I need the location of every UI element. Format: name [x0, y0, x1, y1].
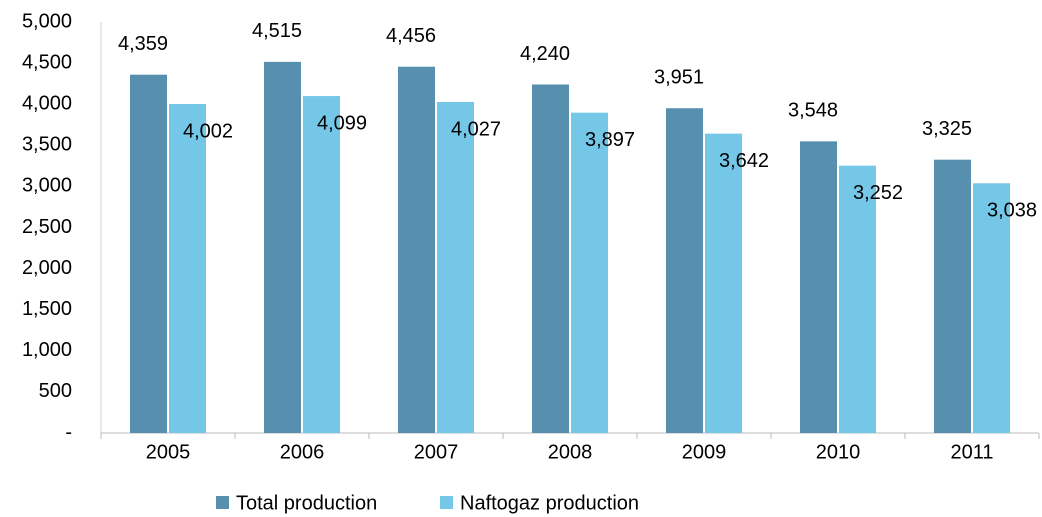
y-tick-label: 3,000	[22, 175, 72, 197]
y-tick-label: 1,000	[22, 339, 72, 361]
y-tick-label: 4,000	[22, 92, 72, 114]
bar	[666, 108, 703, 434]
x-tick-label: 2008	[548, 441, 593, 463]
data-label: 4,456	[386, 25, 436, 47]
y-tick-label: 3,500	[22, 134, 72, 156]
bar	[169, 104, 206, 434]
x-tick-label: 2007	[414, 441, 459, 463]
legend-label: Total production	[236, 492, 377, 514]
bar	[973, 183, 1010, 433]
y-tick-label: 4,500	[22, 51, 72, 73]
data-label: 4,359	[118, 33, 168, 55]
data-label: 4,002	[183, 120, 233, 142]
bar	[437, 101, 474, 434]
y-tick-label: 2,000	[22, 257, 72, 279]
x-tick-label: 2009	[682, 441, 727, 463]
bar	[130, 74, 167, 434]
data-label: 4,027	[451, 118, 501, 140]
y-tick-label: 5,000	[22, 10, 72, 32]
data-label: 3,252	[853, 182, 903, 204]
bar	[398, 66, 435, 433]
y-tick-label: 1,500	[22, 298, 72, 320]
bar	[303, 96, 340, 434]
bar	[532, 84, 569, 434]
data-label: 4,240	[520, 43, 570, 65]
bar	[839, 165, 876, 433]
y-tick-label: 2,500	[22, 216, 72, 238]
y-tick-label: -	[65, 421, 72, 443]
bar	[264, 61, 301, 433]
legend-swatch	[216, 496, 229, 509]
data-label: 3,038	[987, 200, 1037, 222]
data-label: 3,642	[719, 150, 769, 172]
bar	[800, 141, 837, 433]
data-label: 3,325	[922, 118, 972, 140]
data-label: 4,099	[317, 112, 367, 134]
y-tick-label: 500	[39, 380, 72, 402]
x-tick-label: 2011	[950, 441, 993, 463]
x-tick-label: 2006	[280, 441, 325, 463]
bar	[705, 133, 742, 433]
data-label: 3,951	[654, 67, 704, 89]
data-label: 3,897	[585, 129, 635, 151]
bar	[934, 159, 971, 433]
x-tick-label: 2005	[146, 441, 191, 463]
legend-swatch	[440, 496, 453, 509]
data-label: 3,548	[788, 100, 838, 122]
legend-label: Naftogaz production	[460, 492, 639, 514]
bar	[571, 112, 608, 434]
data-label: 4,515	[252, 20, 302, 42]
x-tick-label: 2010	[816, 441, 861, 463]
